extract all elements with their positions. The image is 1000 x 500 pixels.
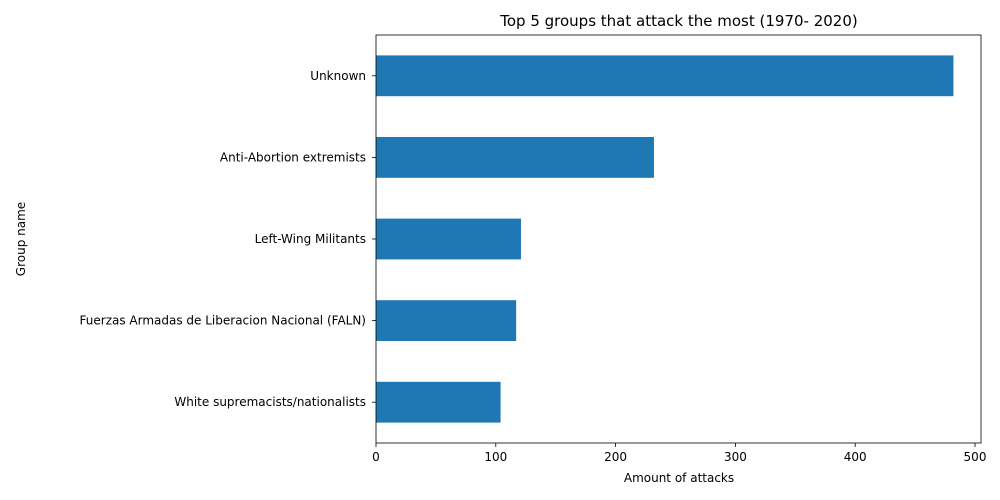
bar-0 <box>376 381 501 423</box>
bars-group <box>376 55 954 423</box>
y-axis-ticks: White supremacists/nationalists Fuerzas A… <box>80 69 376 409</box>
bar-3 <box>376 137 654 178</box>
y-tick-label-2: Left-Wing Militants <box>255 232 366 246</box>
x-tick-label-0: 0 <box>372 450 380 464</box>
x-tick-label-4: 400 <box>844 450 867 464</box>
bar-4 <box>376 55 954 97</box>
y-tick-label-3: Anti-Abortion extremists <box>220 150 366 164</box>
y-tick-label-4: Unknown <box>310 69 366 83</box>
y-axis-label: Group name <box>14 202 28 276</box>
y-tick-label-1: Fuerzas Armadas de Liberacion Nacional (… <box>80 314 366 328</box>
x-tick-label-1: 100 <box>484 450 507 464</box>
x-tick-label-2: 200 <box>604 450 627 464</box>
bar-1 <box>376 300 517 341</box>
chart-title: Top 5 groups that attack the most (1970-… <box>499 12 858 30</box>
x-axis-ticks: 0 100 200 300 400 500 <box>372 443 986 464</box>
x-axis-label: Amount of attacks <box>624 471 734 485</box>
y-tick-label-0: White supremacists/nationalists <box>174 395 366 409</box>
bar-2 <box>376 218 521 260</box>
x-tick-label-5: 500 <box>964 450 987 464</box>
plot-frame <box>375 34 982 444</box>
x-tick-label-3: 300 <box>724 450 747 464</box>
